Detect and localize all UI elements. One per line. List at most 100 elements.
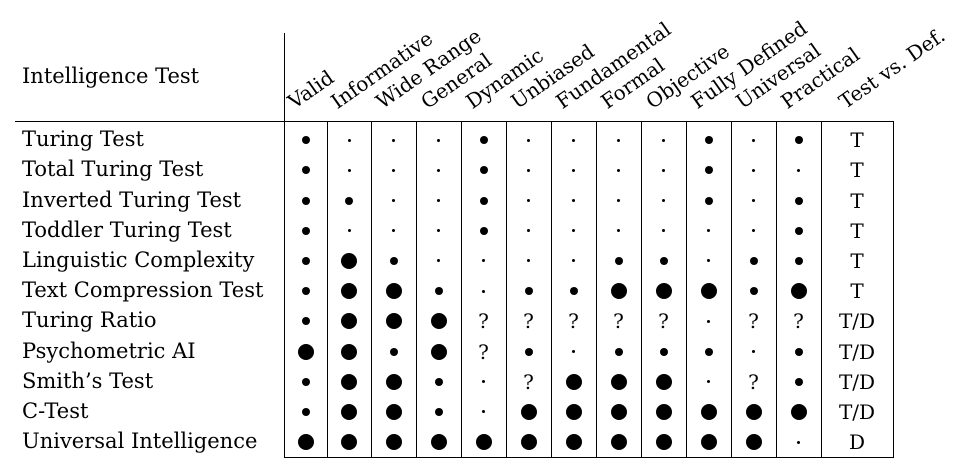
large-dot — [694, 399, 724, 425]
small-dot — [291, 218, 321, 244]
large-dot — [559, 369, 589, 395]
small-dot — [291, 248, 321, 274]
tiny-dot — [784, 429, 814, 455]
small-dot — [649, 339, 679, 365]
large-dot — [514, 399, 544, 425]
small-dot — [424, 278, 454, 304]
tiny-dot — [424, 157, 454, 183]
vertical-rule — [686, 121, 687, 458]
large-dot — [334, 278, 364, 304]
large-dot — [379, 429, 409, 455]
small-dot — [469, 157, 499, 183]
large-dot — [604, 429, 634, 455]
tiny-dot — [559, 157, 589, 183]
row-label: Text Compression Test — [22, 278, 264, 303]
row-label: Smith’s Test — [22, 368, 154, 393]
unknown-mark: ? — [748, 309, 759, 334]
tiny-dot — [739, 188, 769, 214]
row-label: Psychometric AI — [22, 338, 196, 363]
large-dot — [379, 369, 409, 395]
large-dot — [604, 399, 634, 425]
test-vs-def-value: T/D — [838, 369, 876, 394]
tiny-dot — [559, 339, 589, 365]
tiny-dot — [649, 157, 679, 183]
large-dot — [649, 429, 679, 455]
vertical-rule — [776, 121, 777, 458]
small-dot — [291, 188, 321, 214]
large-dot — [604, 278, 634, 304]
tiny-dot — [649, 127, 679, 153]
large-dot — [559, 429, 589, 455]
tiny-dot — [334, 127, 364, 153]
tiny-dot — [424, 127, 454, 153]
small-dot — [469, 188, 499, 214]
small-dot — [379, 248, 409, 274]
tiny-dot — [469, 399, 499, 425]
unknown-mark: ? — [523, 369, 534, 394]
tiny-dot — [379, 127, 409, 153]
vertical-rule — [371, 121, 372, 458]
test-vs-def-value: T/D — [838, 309, 876, 334]
row-label: Universal Intelligence — [22, 429, 258, 454]
corner-label: Intelligence Test — [22, 64, 200, 88]
large-dot — [334, 429, 364, 455]
test-vs-def-value: T — [850, 248, 864, 273]
tiny-dot — [469, 248, 499, 274]
unknown-mark: ? — [478, 339, 489, 364]
large-dot — [334, 248, 364, 274]
large-dot — [424, 429, 454, 455]
large-dot — [649, 369, 679, 395]
large-dot — [694, 429, 724, 455]
row-label: C-Test — [22, 398, 89, 423]
tiny-dot — [379, 188, 409, 214]
small-dot — [784, 218, 814, 244]
tiny-dot — [334, 157, 364, 183]
test-vs-def-value: T — [850, 218, 864, 243]
large-dot — [649, 399, 679, 425]
row-label: Toddler Turing Test — [22, 217, 232, 242]
large-dot — [694, 278, 724, 304]
unknown-mark: ? — [478, 309, 489, 334]
tiny-dot — [379, 218, 409, 244]
tiny-dot — [559, 127, 589, 153]
small-dot — [291, 308, 321, 334]
large-dot — [379, 399, 409, 425]
vertical-rule — [596, 121, 597, 458]
vertical-rule — [551, 121, 552, 458]
small-dot — [469, 218, 499, 244]
large-dot — [379, 308, 409, 334]
vertical-rule — [506, 121, 507, 458]
small-dot — [694, 157, 724, 183]
large-dot — [334, 399, 364, 425]
vertical-rule — [731, 121, 732, 458]
vertical-rule — [416, 121, 417, 458]
tiny-dot — [469, 278, 499, 304]
vertical-rule — [641, 121, 642, 458]
large-dot — [604, 369, 634, 395]
large-dot — [379, 278, 409, 304]
small-dot — [784, 188, 814, 214]
row-label: Linguistic Complexity — [22, 247, 255, 272]
tiny-dot — [694, 308, 724, 334]
tiny-dot — [559, 218, 589, 244]
unknown-mark: ? — [523, 309, 534, 334]
small-dot — [291, 278, 321, 304]
small-dot — [291, 157, 321, 183]
small-dot — [784, 127, 814, 153]
vertical-rule — [461, 121, 462, 458]
tiny-dot — [694, 218, 724, 244]
test-vs-def-value: T/D — [838, 399, 876, 424]
small-dot — [291, 127, 321, 153]
test-vs-def-value: T — [850, 158, 864, 183]
tiny-dot — [784, 157, 814, 183]
large-dot — [291, 339, 321, 365]
tiny-dot — [559, 188, 589, 214]
small-dot — [694, 339, 724, 365]
small-dot — [379, 339, 409, 365]
tiny-dot — [424, 188, 454, 214]
tiny-dot — [739, 157, 769, 183]
unknown-mark: ? — [658, 309, 669, 334]
small-dot — [694, 188, 724, 214]
small-dot — [784, 369, 814, 395]
